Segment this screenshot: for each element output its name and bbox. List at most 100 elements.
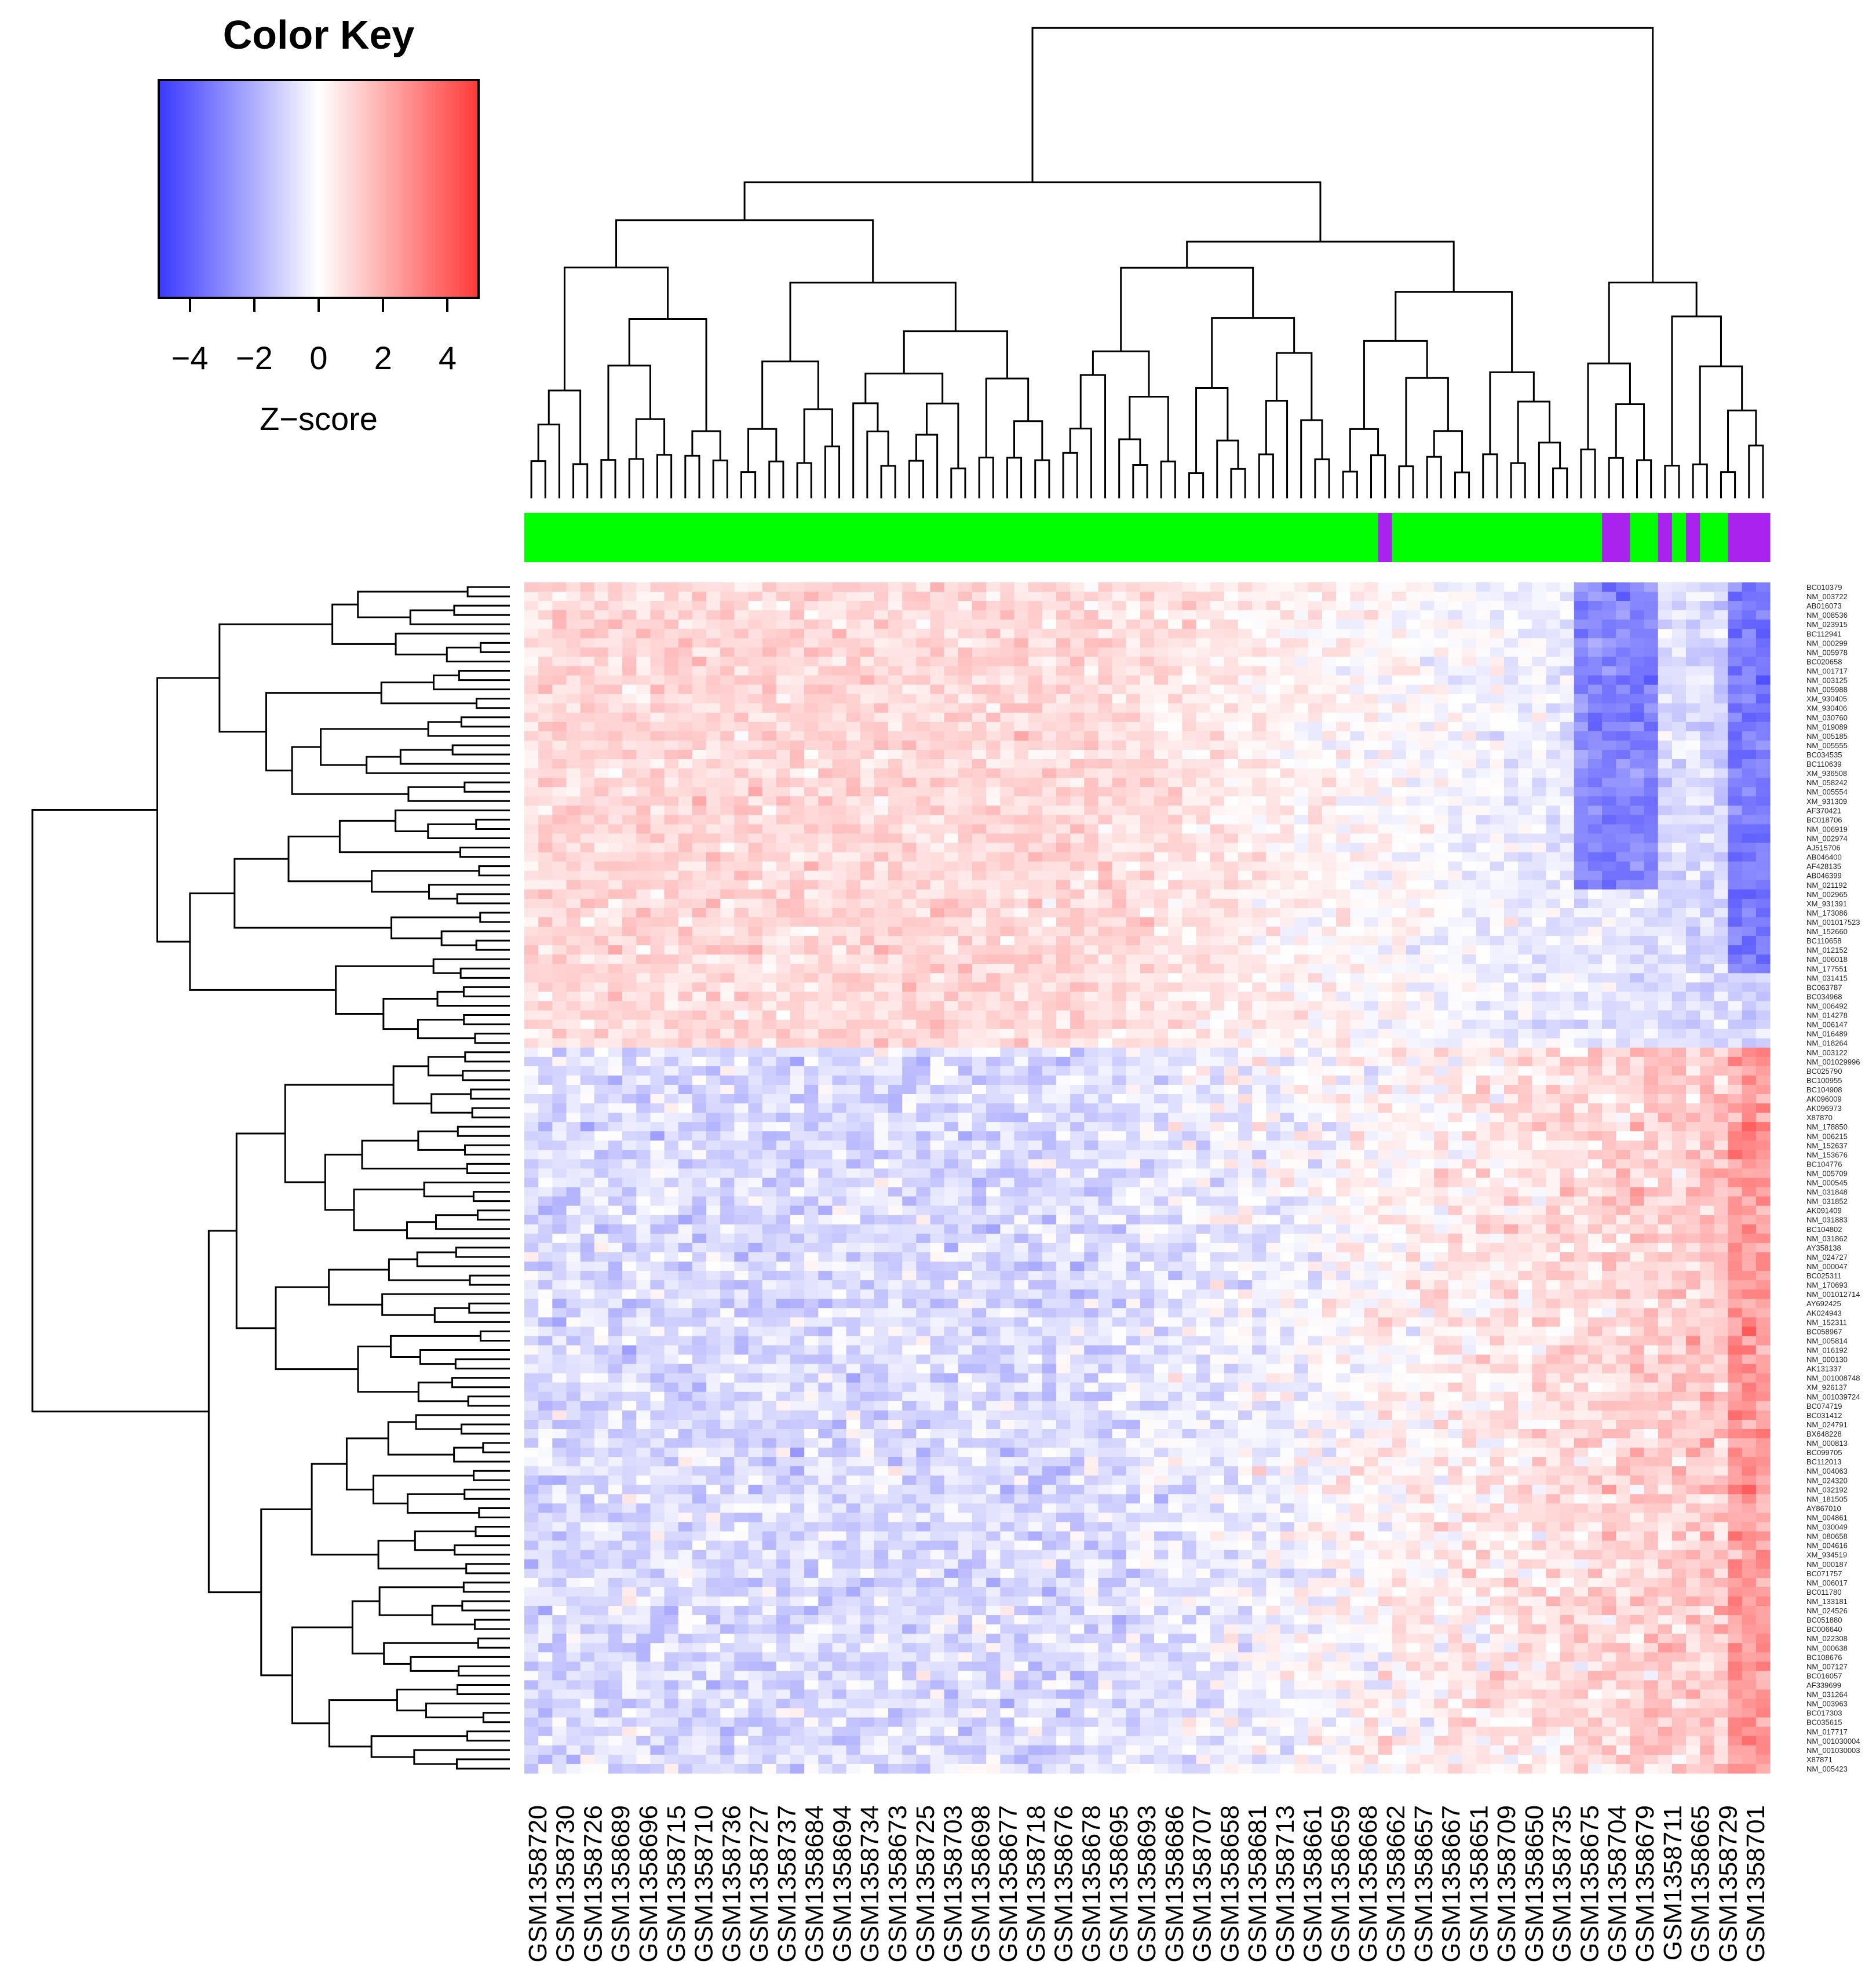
heatmap-cell	[1042, 806, 1057, 815]
heatmap-cell	[1056, 927, 1071, 936]
heatmap-cell	[1308, 721, 1323, 732]
heatmap-cell	[1238, 721, 1253, 732]
heatmap-cell	[1406, 833, 1421, 844]
heatmap-cell	[944, 703, 959, 713]
heatmap-cell	[776, 1029, 791, 1039]
heatmap-cell	[874, 749, 889, 760]
heatmap-cell	[1112, 787, 1127, 797]
heatmap-cell	[832, 833, 847, 844]
heatmap-cell	[1056, 806, 1071, 815]
heatmap-cell	[1420, 666, 1435, 676]
heatmap-cell	[1587, 843, 1603, 853]
heatmap-cell	[818, 880, 833, 890]
group-bar-cell	[1056, 513, 1071, 562]
heatmap-cell	[1392, 973, 1407, 983]
heatmap-cell	[608, 833, 623, 844]
heatmap-cell	[846, 610, 861, 620]
heatmap-cell	[650, 843, 665, 853]
heatmap-cell	[580, 638, 595, 648]
heatmap-cell	[1014, 936, 1029, 946]
heatmap-cell	[1126, 1019, 1141, 1030]
heatmap-cell	[1168, 712, 1182, 723]
heatmap-cell	[1014, 787, 1029, 797]
heatmap-cell	[1070, 1019, 1085, 1030]
heatmap-cell	[734, 964, 749, 974]
heatmap-cell	[1056, 973, 1071, 983]
heatmap-cell	[986, 880, 1001, 890]
heatmap-cell	[860, 759, 875, 769]
heatmap-cell	[538, 657, 553, 667]
heatmap-cell	[944, 638, 959, 648]
group-bar-cell	[1364, 513, 1379, 562]
heatmap-cell	[832, 601, 847, 611]
heatmap-cell	[972, 964, 987, 974]
heatmap-cell	[706, 945, 721, 955]
heatmap-cell	[580, 768, 595, 778]
heatmap-cell	[1546, 768, 1561, 778]
heatmap-cell	[636, 1029, 651, 1039]
heatmap-cell	[1168, 843, 1182, 853]
heatmap-cell	[1196, 954, 1211, 964]
heatmap-cell	[832, 1047, 847, 1058]
heatmap-cell	[944, 880, 959, 890]
heatmap-cell	[1308, 778, 1323, 788]
heatmap-cell	[762, 582, 777, 592]
heatmap-cell	[1392, 833, 1407, 844]
heatmap-cell	[650, 712, 665, 723]
heatmap-cell	[1238, 880, 1253, 890]
heatmap-cell	[1210, 1010, 1225, 1021]
heatmap-cell	[664, 945, 679, 955]
dendrogram-branch	[1062, 451, 1078, 498]
heatmap-cell	[818, 1019, 833, 1030]
heatmap-cell	[1574, 815, 1589, 825]
heatmap-cell	[888, 852, 903, 862]
heatmap-cell	[1252, 703, 1267, 713]
group-bar-cell	[1630, 513, 1645, 562]
heatmap-cell	[552, 638, 567, 648]
heatmap-cell	[692, 908, 707, 918]
heatmap-cell	[944, 712, 959, 723]
heatmap-cell	[860, 1001, 875, 1011]
heatmap-cell	[902, 852, 917, 862]
heatmap-cell	[1322, 582, 1337, 592]
heatmap-cell	[1378, 638, 1393, 648]
heatmap-cell	[1448, 712, 1463, 723]
heatmap-cell	[678, 759, 693, 769]
heatmap-cell	[1658, 647, 1673, 658]
heatmap-cell	[692, 973, 707, 983]
heatmap-cell	[1644, 740, 1659, 750]
group-bar-cell	[762, 513, 777, 562]
heatmap-cell	[1434, 592, 1448, 602]
heatmap-cell	[664, 1029, 679, 1039]
heatmap-cell	[734, 880, 749, 890]
heatmap-cell	[1658, 721, 1673, 732]
heatmap-cell	[594, 954, 609, 964]
heatmap-cell	[706, 1038, 721, 1048]
heatmap-cell	[1280, 870, 1295, 881]
heatmap-cell	[1420, 870, 1435, 881]
heatmap-cell	[1168, 778, 1182, 788]
heatmap-cell	[1084, 721, 1099, 732]
heatmap-cell	[1336, 592, 1351, 602]
heatmap-cell	[552, 973, 567, 983]
heatmap-cell	[1294, 778, 1309, 788]
heatmap-cell	[1602, 927, 1616, 936]
dendrogram-branch	[1300, 419, 1323, 498]
heatmap-cell	[776, 638, 791, 648]
heatmap-cell	[1308, 982, 1323, 992]
heatmap-cell	[916, 610, 931, 620]
heatmap-cell	[538, 712, 553, 723]
heatmap-cell	[1070, 768, 1085, 778]
heatmap-cell	[902, 1029, 917, 1039]
heatmap-cell	[1140, 647, 1155, 658]
heatmap-cell	[1196, 843, 1211, 853]
group-bar-cell	[944, 513, 959, 562]
heatmap-cell	[762, 749, 777, 760]
heatmap-cell	[1308, 1056, 1323, 1067]
heatmap-cell	[944, 657, 959, 667]
heatmap-cell	[790, 759, 805, 769]
group-bar-cell	[1476, 513, 1491, 562]
heatmap-cell	[986, 759, 1001, 769]
heatmap-cell	[748, 787, 763, 797]
heatmap-cell	[1448, 1019, 1463, 1030]
